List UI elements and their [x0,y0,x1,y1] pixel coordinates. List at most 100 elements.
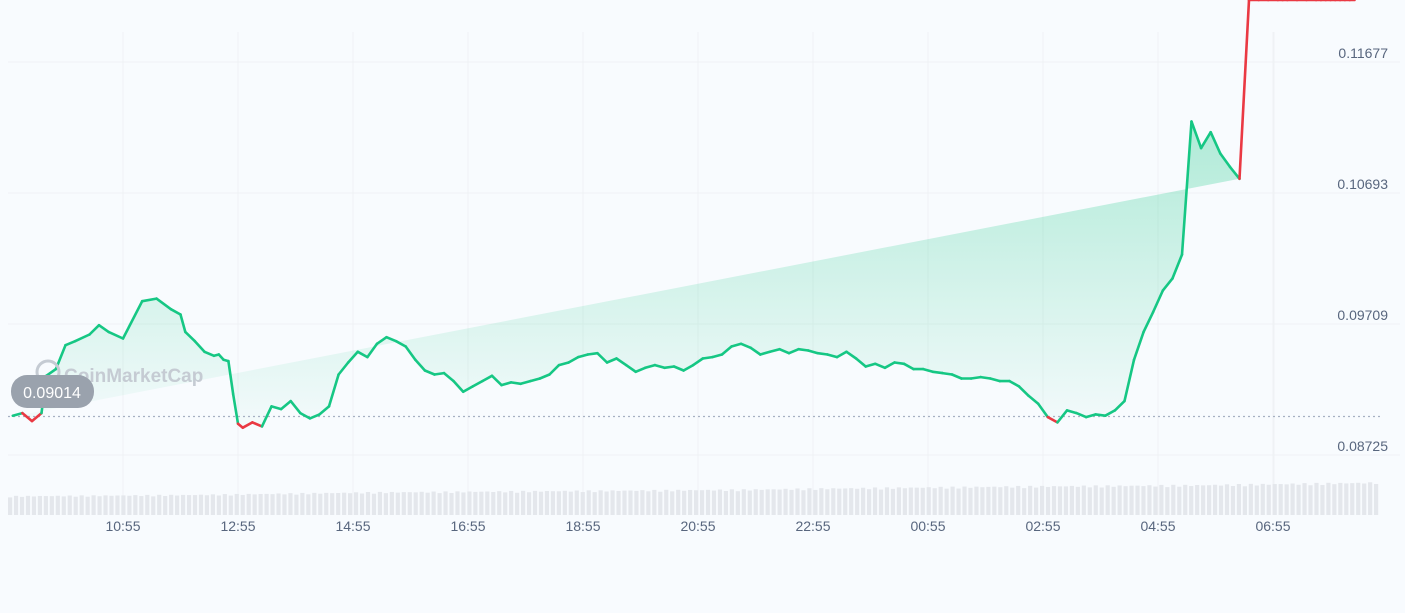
price-line-segment [1017,385,1030,398]
volume-bar [1141,486,1146,515]
volume-bar [485,491,490,515]
price-line-segment [375,335,388,346]
volume-bar [1039,485,1045,515]
price-line-segment [826,353,839,359]
price-line-segment [500,381,513,387]
volume-bar [1123,486,1128,515]
volume-bar [1266,484,1271,515]
volume-bar [741,489,746,515]
volume-bar [1350,483,1355,515]
volume-bar [526,492,532,515]
volume-bar [515,492,520,515]
price-line-segment [519,379,532,386]
volume-bar [449,492,454,515]
price-line-segment [548,363,561,376]
price-line-segment [1238,0,1251,181]
price-line-segment [241,421,254,430]
price-line-segment [11,411,24,418]
volume-bar [753,489,758,515]
volume-bar [37,495,43,515]
x-tick-label: 22:55 [795,518,830,534]
volume-bar [1248,483,1253,515]
volume-bar [813,489,818,515]
price-line-segment [921,367,935,374]
price-line-segment [538,373,551,380]
price-line-segment [864,362,877,368]
reference-price-badge-bg [11,375,94,408]
volume-bar [222,494,227,515]
volume-bar [139,496,144,515]
price-line-segment [758,350,772,356]
x-tick-label: 18:55 [565,518,600,534]
price-line-segment [193,339,206,354]
price-line-segment [423,369,436,376]
volume-bar [437,493,442,515]
price-line-segment [97,323,110,334]
volume-bar [634,490,639,515]
volume-bar [1332,484,1337,515]
volume-bar [503,492,508,515]
volume-bar [866,489,872,515]
volume-bar [353,492,359,515]
price-line-segment [663,365,676,370]
price-line-segment [605,357,618,364]
volume-bar [1028,485,1033,515]
volume-bar [1356,482,1361,515]
price-line-segment [1008,379,1021,388]
price-line-segment [988,377,1002,383]
volume-bar [872,487,878,515]
volume-bar [1314,482,1319,515]
price-line-segment [691,357,705,367]
volume-bar [1069,485,1074,515]
volume-bar [133,495,138,515]
volume-bar [986,486,991,515]
volume-bar [640,490,645,515]
price-line-segment [1132,330,1145,362]
volume-bar [121,495,126,515]
volume-bar [992,486,997,515]
price-line-segment [1046,415,1059,424]
volume-bar [1362,483,1367,515]
volume-bar [318,493,323,515]
volume-bar [1034,487,1039,515]
volume-bar [1153,486,1158,515]
volume-bar [258,493,263,515]
price-line-segment [394,339,408,348]
volume-bar [1087,487,1092,515]
volume-bar [288,493,293,515]
volume-bar [1093,485,1098,515]
volume-bar [1189,486,1194,515]
volume-bar [210,494,215,515]
volume-bar [264,493,269,515]
volume-bar [1075,486,1080,515]
price-line-segment [596,351,609,364]
price-line-segment [634,366,647,374]
price-line-segment [461,385,475,394]
volume-bar [878,489,884,515]
volume-bar [1099,487,1104,515]
volume-bar [377,491,383,515]
volume-bar [1183,484,1188,515]
volume-bar [801,490,806,515]
volume-bar [610,490,615,515]
price-line-segment [797,347,810,352]
volume-bar [604,491,609,515]
price-line-segment [260,405,273,428]
volume-bar [521,490,526,515]
volume-bar [389,491,394,515]
price-line-segment [1209,130,1222,155]
volume-bar [336,493,341,515]
volume-bar [1105,485,1110,515]
volume-bar [497,491,502,515]
price-line-segment [1075,411,1088,419]
volume-bar [401,492,406,515]
volume-bar [658,491,663,515]
volume-bar [1212,484,1218,515]
volume-bar [837,488,842,515]
volume-bar [944,488,949,515]
price-line-segment [73,333,91,343]
volume-bar [723,490,729,515]
volume-bar [270,494,275,515]
